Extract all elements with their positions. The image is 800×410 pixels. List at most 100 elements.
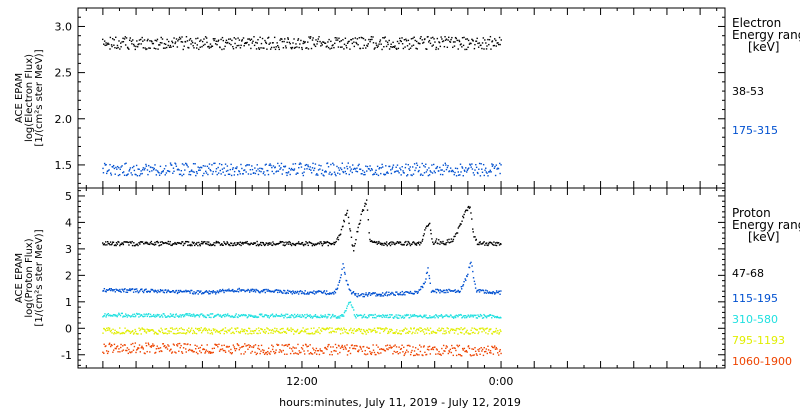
data-point: [141, 36, 143, 39]
data-point: [483, 313, 485, 316]
data-point: [248, 44, 250, 46]
data-point: [142, 167, 144, 169]
data-point: [434, 290, 436, 293]
data-point: [196, 314, 198, 316]
data-point: [474, 169, 476, 171]
data-point: [176, 292, 179, 295]
data-point: [355, 292, 357, 295]
data-point: [372, 316, 374, 319]
data-point: [214, 315, 216, 317]
data-point: [199, 329, 201, 331]
data-point: [289, 329, 291, 331]
data-point: [411, 45, 413, 47]
data-point: [221, 288, 224, 291]
data-point: [144, 288, 146, 291]
data-point: [116, 346, 118, 348]
data-point: [450, 170, 453, 173]
data-point: [290, 47, 293, 50]
data-point: [289, 347, 291, 349]
data-point: [126, 289, 128, 291]
data-point: [127, 173, 129, 175]
data-point: [444, 315, 446, 317]
data-point: [156, 345, 158, 347]
data-point: [197, 347, 200, 349]
data-point: [217, 166, 219, 169]
data-point: [243, 353, 245, 355]
data-point: [392, 292, 394, 295]
data-point: [322, 352, 324, 354]
data-point: [148, 290, 150, 293]
data-point: [461, 347, 464, 350]
data-point: [369, 38, 372, 41]
data-point: [392, 45, 395, 48]
data-point: [394, 344, 396, 346]
data-point: [465, 38, 467, 40]
data-point: [404, 294, 406, 296]
data-point: [190, 169, 193, 171]
data-point: [133, 169, 136, 172]
data-point: [362, 329, 365, 331]
data-point: [139, 173, 142, 175]
data-point: [459, 163, 462, 165]
data-point: [208, 316, 211, 318]
data-point: [201, 330, 204, 332]
data-point: [458, 291, 461, 294]
data-point: [431, 316, 433, 318]
data-point: [155, 331, 157, 334]
y-axis-title-line: log(Electron Flux): [24, 54, 35, 142]
data-point: [288, 243, 290, 245]
data-point: [142, 47, 145, 49]
data-point: [340, 40, 342, 42]
data-point: [225, 243, 227, 245]
data-point: [453, 289, 455, 292]
data-point: [444, 162, 446, 165]
data-point: [125, 291, 127, 293]
data-point: [290, 291, 293, 293]
data-point: [476, 354, 478, 356]
data-point: [332, 162, 334, 165]
data-point: [247, 333, 249, 335]
data-point: [464, 314, 467, 317]
data-point: [189, 344, 192, 346]
data-point: [283, 165, 285, 168]
data-point: [166, 38, 168, 41]
data-point: [470, 166, 472, 168]
data-point: [287, 316, 290, 319]
data-point: [198, 48, 200, 51]
data-point: [235, 167, 238, 170]
data-point: [157, 289, 159, 292]
data-point: [403, 243, 405, 246]
data-point: [417, 315, 419, 318]
data-point: [196, 345, 198, 347]
data-point: [474, 236, 476, 238]
data-point: [271, 313, 274, 315]
data-point: [150, 240, 153, 243]
data-point: [248, 327, 250, 329]
data-point: [452, 41, 455, 43]
data-point: [214, 291, 216, 293]
data-point: [300, 243, 302, 246]
data-point: [290, 330, 293, 333]
data-point: [255, 353, 258, 356]
data-point: [441, 327, 443, 329]
data-point: [280, 350, 282, 352]
data-point: [230, 316, 232, 318]
data-point: [311, 244, 314, 247]
data-point: [456, 314, 458, 317]
data-point: [128, 244, 130, 246]
data-point: [364, 39, 367, 41]
data-point: [160, 36, 162, 39]
data-point: [110, 243, 113, 246]
data-point: [237, 314, 240, 316]
data-point: [241, 40, 243, 42]
data-point: [493, 291, 495, 294]
data-point: [184, 162, 187, 165]
data-point: [143, 243, 145, 245]
data-point: [428, 349, 430, 351]
data-point: [424, 166, 426, 168]
data-point: [345, 44, 347, 47]
data-point: [138, 43, 140, 45]
data-point: [328, 173, 330, 175]
data-point: [446, 46, 449, 49]
data-point: [239, 241, 242, 243]
